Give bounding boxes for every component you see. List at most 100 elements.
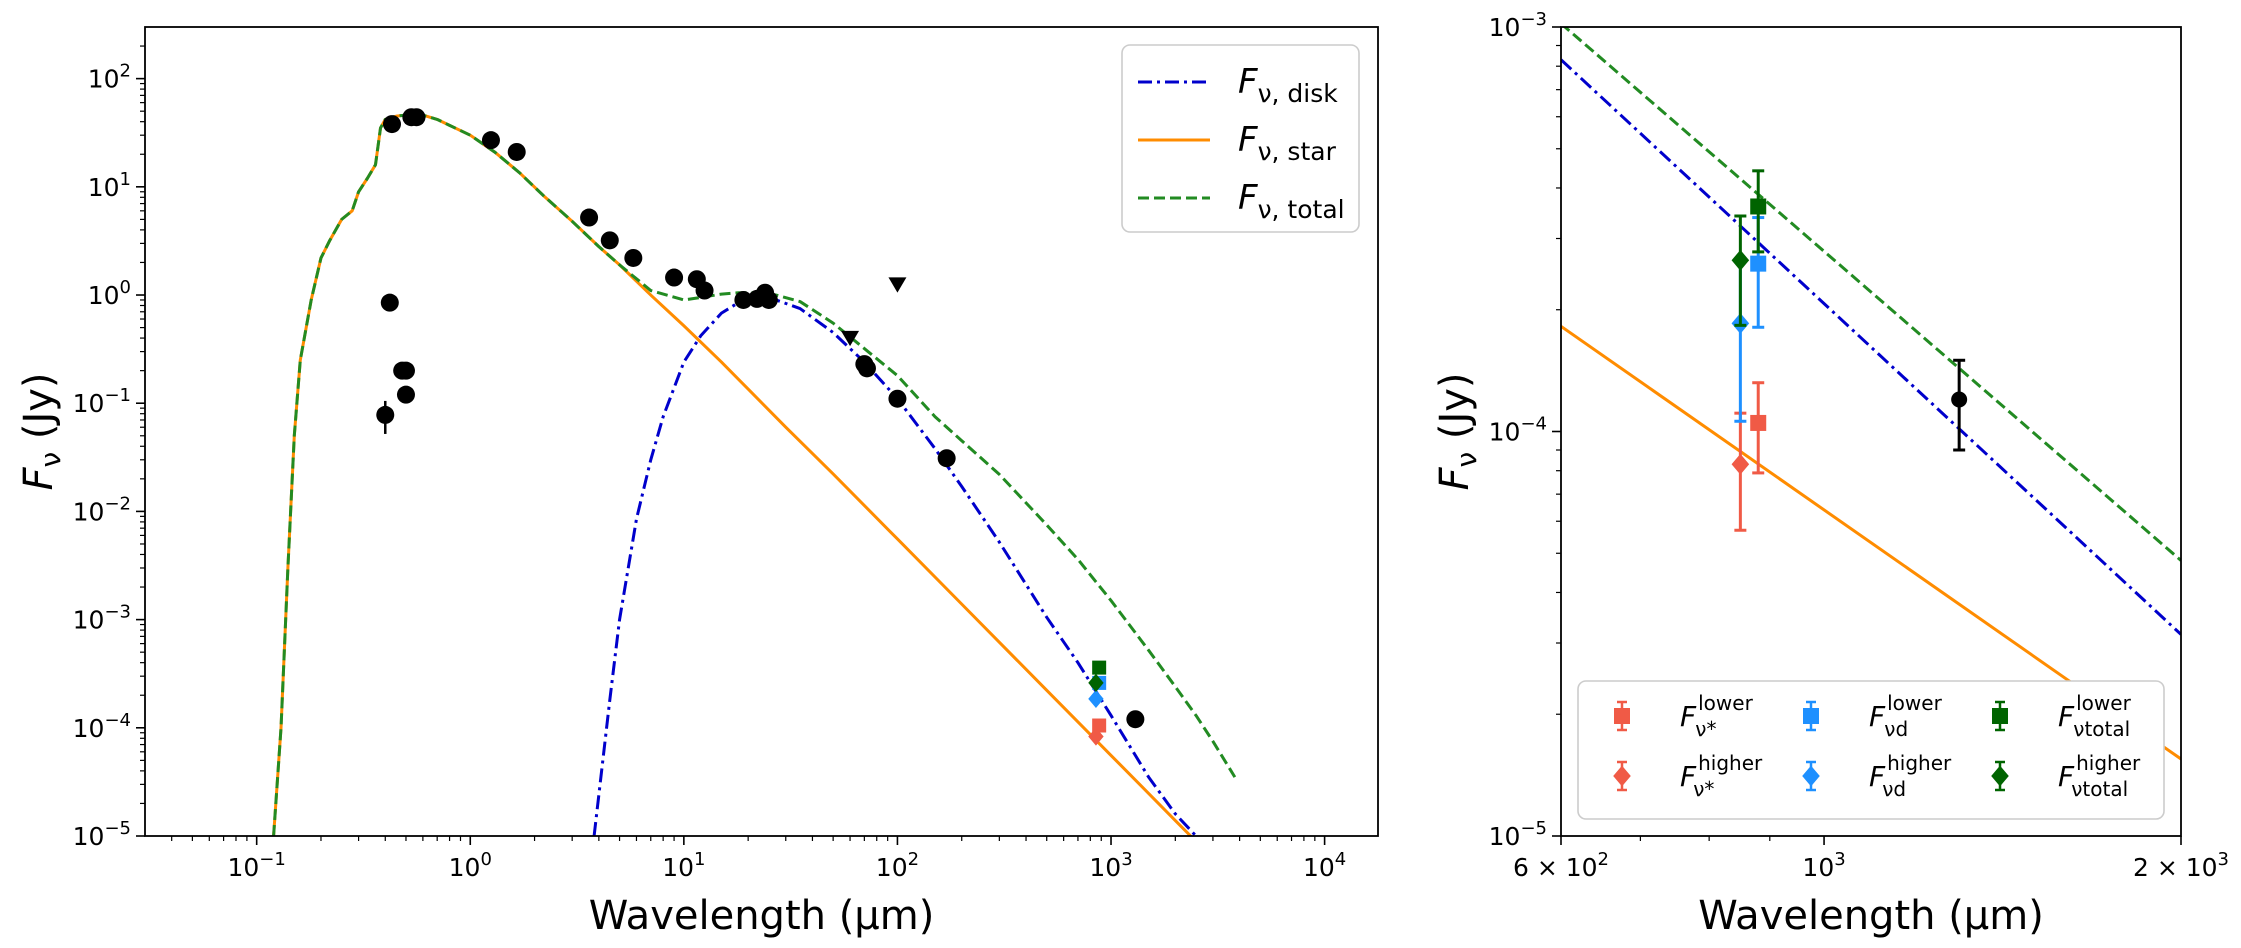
sed-ytick-label-base: 10 <box>73 389 105 418</box>
sed-xtick-label-exp: −1 <box>259 849 286 870</box>
sed-ytick-label: 10−5 <box>73 818 131 851</box>
sed-ytick-label-exp: 0 <box>120 277 131 298</box>
zoom-legend-marker <box>1991 765 2009 787</box>
zoom-xtick-label: 103 <box>1802 849 1845 882</box>
sed-model-point <box>1092 718 1107 733</box>
sed-disk-curve <box>592 297 1198 836</box>
sed-ytick-label-exp: −4 <box>104 710 131 731</box>
zoom-point <box>1750 198 1767 215</box>
sed-legend-label: Fν, disk <box>1238 62 1338 108</box>
zoom-legend-marker <box>1613 765 1631 787</box>
sed-ytick-label-exp: −3 <box>104 602 131 623</box>
sed-photometry-point <box>600 231 619 250</box>
zoom-ytick-label-exp: −4 <box>1520 414 1547 435</box>
zoom-legend-marker <box>1614 708 1630 724</box>
sed-photometry-point <box>857 359 876 378</box>
zoom-legend-box <box>1577 680 2165 820</box>
sed-legend-main: F <box>1238 178 1258 218</box>
sed-photometry-point <box>734 290 753 309</box>
sed-xtick-label-base: 10 <box>227 853 259 882</box>
zoom-legend-main: F <box>2058 760 2075 793</box>
sed-photometry-point <box>481 131 500 150</box>
sed-ytick-label: 10−3 <box>73 602 131 635</box>
sed-legend-main: F <box>1238 120 1258 160</box>
sed-xtick-label: 10−1 <box>227 849 285 882</box>
zoom-ylabel-unit: (Jy) <box>1432 372 1478 451</box>
sed-ytick-label-exp: −5 <box>104 818 131 839</box>
zoom-legend-marker <box>1992 708 2008 724</box>
sed-ytick-label-exp: −2 <box>104 493 131 514</box>
zoom-ytick-label: 10−4 <box>1489 414 1547 447</box>
sed-legend-main: F <box>1238 62 1258 102</box>
zoom-plot-area <box>1561 27 2181 761</box>
sed-xtick-label-exp: 4 <box>1335 849 1346 870</box>
sed-ytick-label-base: 10 <box>88 173 120 202</box>
sed-photometry-point <box>382 115 401 134</box>
zoom-ytick-label-exp: −3 <box>1520 9 1547 30</box>
sed-photometry-point <box>1126 710 1145 729</box>
zoom-legend-sup: higher <box>1887 751 1952 775</box>
zoom-ytick-label-base: 10 <box>1489 822 1521 851</box>
sed-ylabel-unit: (Jy) <box>16 372 62 451</box>
zoom-legend-main: F <box>1680 760 1697 793</box>
sed-ytick-label-base: 10 <box>88 281 120 310</box>
sed-ytick-label-exp: −1 <box>104 385 131 406</box>
sed-photometry-point <box>580 208 599 227</box>
sed-axes-frame <box>144 26 1379 837</box>
sed-photometry-point <box>376 405 395 424</box>
sed-xtick-label-base: 10 <box>1303 853 1335 882</box>
sed-ytick-label-exp: 2 <box>120 61 131 82</box>
zoom-xtick-label: 6 × 102 <box>1513 849 1609 882</box>
zoom-xtick-label-exp: 3 <box>1834 849 1845 870</box>
zoom-legend-sub: νd <box>1882 777 1906 801</box>
sed-star-curve <box>272 112 1193 836</box>
sed-xtick-label: 102 <box>876 849 919 882</box>
sed-photometry-point <box>937 449 956 468</box>
zoom-xtick-label-base: 10 <box>2186 853 2218 882</box>
sed-photometry-point <box>888 389 907 408</box>
sed-legend-label: Fν, star <box>1238 120 1337 166</box>
zoom-ytick-label-base: 10 <box>1489 13 1521 42</box>
sed-ytick-label-base: 10 <box>88 65 120 94</box>
zoom-point <box>1731 453 1750 475</box>
sed-xtick-label-base: 10 <box>449 853 481 882</box>
zoom-xtick-label-exp: 3 <box>2218 849 2229 870</box>
sed-photometry-point <box>507 142 526 161</box>
sed-xtick-label-exp: 3 <box>1121 849 1132 870</box>
zoom-ytick-label-base: 10 <box>1489 418 1521 447</box>
zoom-legend-sup: lower <box>1698 691 1753 715</box>
zoom-xlabel: Wavelength (μm) <box>1698 893 2044 939</box>
zoom-legend-sub: νd <box>1884 717 1908 741</box>
zoom-legend-main: F <box>1869 760 1886 793</box>
sed-ylabel: Fν (Jy) <box>16 372 67 490</box>
sed-model-point <box>1088 673 1104 693</box>
sed-ytick-label-exp: 1 <box>120 169 131 190</box>
sed-xtick-label: 104 <box>1303 849 1346 882</box>
sed-ylabel-nu: ν <box>34 452 67 468</box>
zoom-point <box>1951 391 1968 408</box>
zoom-legend-sup: lower <box>1887 691 1942 715</box>
sed-ytick-label: 10−2 <box>73 493 131 526</box>
zoom-legend-sup: higher <box>1698 751 1763 775</box>
sed-plot-area <box>272 108 1237 836</box>
zoom-legend-sup: higher <box>2076 751 2141 775</box>
sed-xtick-label-exp: 0 <box>480 849 491 870</box>
sed-model-point <box>1088 727 1104 746</box>
sed-legend-sub: ν, disk <box>1258 79 1339 108</box>
sed-photometry-point <box>665 268 684 287</box>
sed-ytick-label: 100 <box>88 277 131 310</box>
sed-legend-sub: ν, star <box>1258 137 1337 166</box>
sed-legend-label: Fν, total <box>1238 178 1345 224</box>
zoom-legend-sub: ν* <box>1695 717 1716 741</box>
zoom-xtick-label-exp: 2 <box>1598 849 1609 870</box>
zoom-legend-main: F <box>1680 700 1697 733</box>
sed-photometry-point <box>380 293 399 312</box>
sed-ytick-label: 10−4 <box>73 710 131 743</box>
sed-panel: 10−1 100 101 102 103 10410−510−410−310−210−11… <box>16 26 1379 939</box>
